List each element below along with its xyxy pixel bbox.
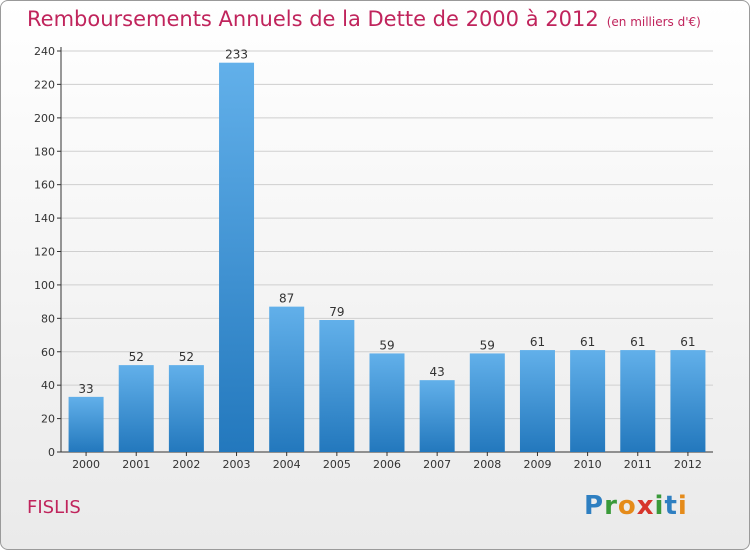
x-tick-label: 2010 bbox=[574, 458, 602, 471]
bar-value-label: 33 bbox=[78, 382, 93, 396]
y-tick-label: 160 bbox=[34, 179, 55, 192]
chart-unit: (en milliers d'€) bbox=[606, 15, 701, 29]
bar bbox=[118, 365, 154, 452]
logo-letter: i bbox=[654, 491, 665, 521]
x-tick-label: 2012 bbox=[674, 458, 702, 471]
logo-letter: t bbox=[664, 491, 678, 521]
bar-value-label: 43 bbox=[430, 365, 445, 379]
y-tick-label: 220 bbox=[34, 78, 55, 91]
bar-value-label: 61 bbox=[580, 335, 595, 349]
bar-value-label: 233 bbox=[225, 48, 248, 62]
bar bbox=[620, 350, 656, 452]
bar bbox=[168, 365, 204, 452]
x-tick-label: 2005 bbox=[323, 458, 351, 471]
y-tick-label: 100 bbox=[34, 279, 55, 292]
chart-title-text: Remboursements Annuels de la Dette de 20… bbox=[27, 7, 599, 31]
y-tick-label: 0 bbox=[48, 446, 55, 459]
y-tick-label: 80 bbox=[41, 312, 55, 325]
bar bbox=[319, 320, 355, 452]
bar-value-label: 61 bbox=[630, 335, 645, 349]
x-tick-label: 2003 bbox=[223, 458, 251, 471]
bar bbox=[419, 380, 455, 452]
x-tick-label: 2008 bbox=[473, 458, 501, 471]
bar-value-label: 52 bbox=[129, 350, 144, 364]
bar-value-label: 79 bbox=[329, 305, 344, 319]
commune-name: FISLIS bbox=[27, 497, 81, 518]
x-tick-label: 2011 bbox=[624, 458, 652, 471]
y-tick-label: 200 bbox=[34, 112, 55, 125]
bar bbox=[519, 350, 555, 452]
bar-value-label: 61 bbox=[680, 335, 695, 349]
bar-value-label: 87 bbox=[279, 292, 294, 306]
y-tick-label: 20 bbox=[41, 413, 55, 426]
y-tick-label: 120 bbox=[34, 246, 55, 259]
y-tick-label: 40 bbox=[41, 379, 55, 392]
bar-value-label: 61 bbox=[530, 335, 545, 349]
proxiti-logo: Proxiti bbox=[584, 491, 688, 521]
y-tick-label: 140 bbox=[34, 212, 55, 225]
bar-value-label: 59 bbox=[379, 338, 394, 352]
x-tick-label: 2004 bbox=[273, 458, 301, 471]
logo-letter: o bbox=[617, 491, 637, 521]
logo-letter: r bbox=[604, 491, 618, 521]
x-tick-label: 2007 bbox=[423, 458, 451, 471]
bar-value-label: 52 bbox=[179, 350, 194, 364]
bar bbox=[369, 353, 405, 452]
bar-value-label: 59 bbox=[480, 338, 495, 352]
y-tick-label: 240 bbox=[34, 45, 55, 58]
chart-title: Remboursements Annuels de la Dette de 20… bbox=[27, 7, 701, 31]
x-tick-label: 2006 bbox=[373, 458, 401, 471]
bar bbox=[469, 353, 505, 452]
x-tick-label: 2001 bbox=[122, 458, 150, 471]
bar bbox=[269, 306, 305, 452]
y-tick-label: 180 bbox=[34, 145, 55, 158]
x-tick-label: 2002 bbox=[172, 458, 200, 471]
logo-letter: P bbox=[584, 491, 605, 521]
y-tick-label: 60 bbox=[41, 346, 55, 359]
bar bbox=[570, 350, 606, 452]
logo-letter: i bbox=[677, 491, 688, 521]
x-tick-label: 2009 bbox=[523, 458, 551, 471]
x-tick-label: 2000 bbox=[72, 458, 100, 471]
bar bbox=[219, 62, 255, 453]
bar bbox=[670, 350, 706, 452]
logo-letter: x bbox=[636, 491, 655, 521]
bar bbox=[68, 396, 104, 452]
